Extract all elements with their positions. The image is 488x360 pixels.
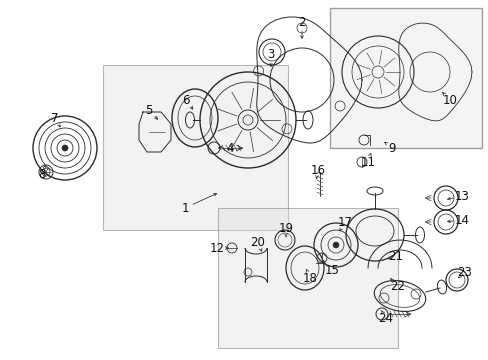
Text: 10: 10 (442, 94, 456, 107)
Bar (218, 208, 397, 348)
Text: 21: 21 (387, 249, 403, 262)
Text: 7: 7 (51, 112, 59, 125)
Text: 12: 12 (209, 242, 224, 255)
Text: 15: 15 (324, 264, 339, 276)
Text: 17: 17 (337, 216, 352, 229)
Text: 24: 24 (378, 311, 393, 324)
Text: 22: 22 (390, 279, 405, 292)
Text: 3: 3 (267, 48, 274, 60)
Text: 23: 23 (457, 266, 471, 279)
Text: 13: 13 (454, 189, 468, 202)
Text: 14: 14 (453, 213, 468, 226)
Bar (329, 8, 481, 148)
Text: 6: 6 (182, 94, 189, 107)
Text: 20: 20 (250, 235, 265, 248)
Text: 2: 2 (298, 15, 305, 28)
Text: 1: 1 (181, 202, 188, 215)
Circle shape (62, 145, 68, 151)
Circle shape (332, 242, 338, 248)
Text: 9: 9 (387, 141, 395, 154)
Text: 11: 11 (360, 156, 375, 168)
Text: 19: 19 (278, 221, 293, 234)
Text: 8: 8 (38, 167, 45, 180)
Text: 18: 18 (302, 271, 317, 284)
Text: 5: 5 (145, 104, 152, 117)
Text: 4: 4 (226, 141, 233, 154)
Bar (103, 65, 287, 230)
Text: 16: 16 (310, 163, 325, 176)
